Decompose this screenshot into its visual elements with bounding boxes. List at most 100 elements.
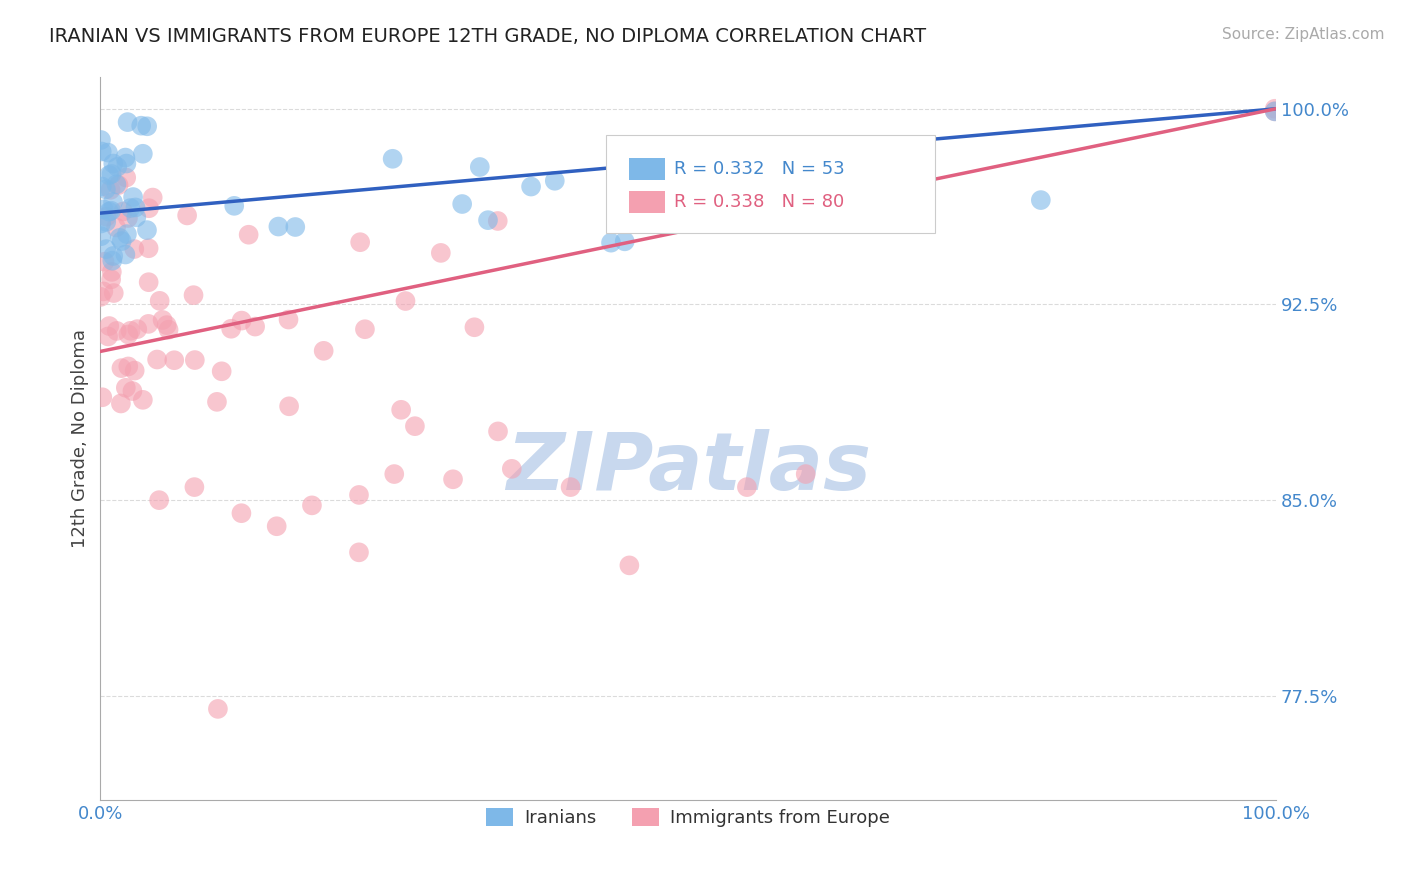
Point [114,247,136,261]
Point [97,329,120,343]
Text: ZIPatlas: ZIPatlas [506,429,870,507]
Point [794,206,817,220]
Point [163,353,186,368]
Point [544,174,567,188]
Point [124,242,146,256]
Point [90,145,112,159]
Point [93,202,115,217]
Point [97,145,120,160]
Point [110,361,132,376]
Point [463,320,485,334]
Point [142,190,165,204]
Point [347,545,370,559]
Legend: Iranians, Immigrants from Europe: Iranians, Immigrants from Europe [479,801,897,835]
Point [486,425,509,439]
Point [98,319,121,334]
Point [149,293,172,308]
Point [105,178,128,192]
Point [238,227,260,242]
Point [94,182,117,196]
Point [93,285,115,299]
Point [207,702,229,716]
Point [90,290,112,304]
Point [96,242,118,256]
Bar [630,159,665,180]
Point [138,317,160,331]
Point [205,395,228,409]
Point [101,194,124,209]
Point [105,220,128,235]
Point [676,193,699,207]
Point [105,160,128,174]
Point [110,396,132,410]
Point [224,199,246,213]
Point [389,402,412,417]
Point [1264,102,1286,116]
Point [184,353,207,368]
Point [121,384,143,398]
Point [91,390,114,404]
FancyBboxPatch shape [606,136,935,233]
Point [152,313,174,327]
Point [735,480,758,494]
Point [124,201,146,215]
Point [105,324,128,338]
Text: R = 0.338   N = 80: R = 0.338 N = 80 [673,193,844,211]
Point [157,323,180,337]
Point [1264,104,1286,119]
Point [117,211,139,225]
Text: Source: ZipAtlas.com: Source: ZipAtlas.com [1222,27,1385,42]
Point [100,183,122,197]
Point [219,322,242,336]
Point [138,275,160,289]
Point [912,206,935,220]
Point [136,223,159,237]
Point [619,558,641,573]
Point [90,133,112,147]
Point [108,231,131,245]
Point [136,120,159,134]
Y-axis label: 12th Grade, No Diploma: 12th Grade, No Diploma [72,329,89,549]
Point [120,201,142,215]
Point [100,203,122,218]
Point [284,219,307,234]
Point [103,286,125,301]
Point [125,211,148,225]
Point [90,217,112,231]
Point [100,272,122,286]
Point [103,249,125,263]
Point [96,215,118,229]
Point [101,265,124,279]
Point [98,168,121,182]
Point [486,214,509,228]
Point [560,480,582,494]
Point [90,179,112,194]
Point [211,364,233,378]
Point [132,392,155,407]
Point [1264,104,1286,119]
Point [349,235,371,250]
Point [520,179,543,194]
Point [183,288,205,302]
Point [117,115,139,129]
Point [394,293,416,308]
Point [404,419,426,434]
Point [266,519,288,533]
Point [468,160,491,174]
Point [96,210,118,224]
Point [120,324,142,338]
Point [267,219,290,234]
Point [301,499,323,513]
Point [114,151,136,165]
Point [613,235,636,249]
Point [477,213,499,227]
Point [132,146,155,161]
Point [607,183,630,197]
Point [853,180,876,194]
Point [129,119,152,133]
Point [278,399,301,413]
Bar [630,191,665,212]
Text: R = 0.332   N = 53: R = 0.332 N = 53 [673,161,845,178]
Point [277,312,299,326]
Point [382,467,405,481]
